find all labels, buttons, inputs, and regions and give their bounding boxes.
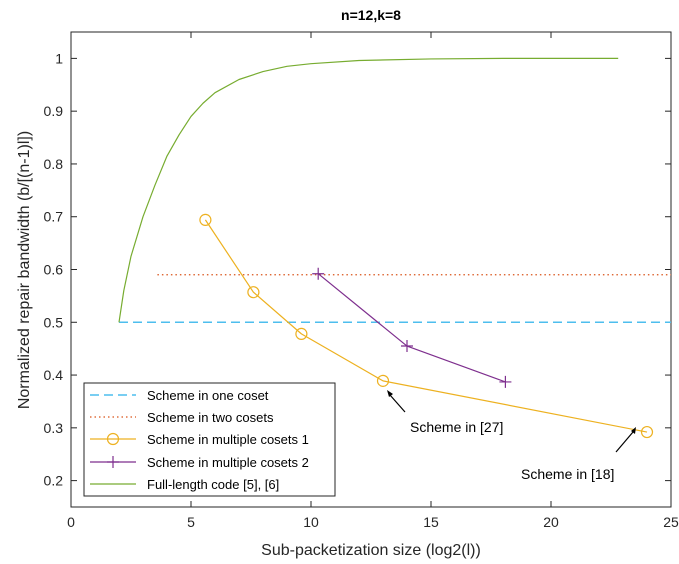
data-point-circle: [640, 425, 654, 439]
data-point-plus: [401, 340, 413, 353]
legend-item-full-length: Full-length code [5], [6]: [90, 477, 279, 492]
legend-label-multiple-cosets-2: Scheme in multiple cosets 2: [147, 455, 309, 470]
y-tick-label: 0.5: [44, 314, 64, 330]
legend-label-one-coset: Scheme in one coset: [147, 388, 269, 403]
y-axis-label: Normalized repair bandwidth (b/[(n-1)l]): [16, 131, 33, 409]
data-point-plus: [312, 267, 325, 280]
data-point-circle: [376, 374, 390, 387]
legend-item-two-cosets: Scheme in two cosets: [90, 410, 274, 425]
x-tick-label: 25: [663, 514, 679, 530]
x-axis-ticks: 0 5 10 15 20 25: [67, 32, 679, 530]
series-line-multiple-cosets-1: [204, 219, 648, 433]
y-axis-ticks: 0.2 0.3 0.4 0.5 0.6 0.7 0.8 0.9 1: [44, 50, 671, 489]
x-tick-label: 15: [423, 514, 439, 530]
legend-item-one-coset: Scheme in one coset: [90, 388, 269, 403]
annotation-scheme-27: Scheme in [27]: [387, 390, 503, 435]
data-point-plus: [499, 375, 512, 388]
legend-item-multiple-cosets-2: Scheme in multiple cosets 2: [90, 455, 309, 470]
series-line-full-length: [118, 57, 619, 323]
chart-title: n=12,k=8: [341, 7, 401, 23]
y-tick-label: 1: [55, 50, 63, 66]
y-tick-label: 0.2: [44, 473, 64, 489]
series-group: [118, 57, 671, 439]
annotation-label-27: Scheme in [27]: [410, 419, 503, 435]
x-tick-label: 5: [187, 514, 195, 530]
legend-label-multiple-cosets-1: Scheme in multiple cosets 1: [147, 432, 309, 447]
annotation-scheme-18: Scheme in [18]: [521, 427, 636, 482]
annotation-arrowhead-27: [387, 390, 393, 397]
annotation-arrow-27: [389, 394, 406, 413]
y-tick-label: 0.3: [44, 420, 64, 436]
annotation-arrow-18: [615, 431, 634, 453]
legend-marker-circle: [106, 432, 120, 446]
legend: Scheme in one coset Scheme in two cosets…: [83, 382, 336, 497]
y-tick-label: 0.4: [44, 367, 64, 383]
x-tick-label: 20: [543, 514, 559, 530]
y-tick-label: 0.9: [44, 103, 64, 119]
legend-marker-plus: [107, 456, 119, 468]
y-tick-label: 0.6: [44, 262, 64, 278]
annotation-arrowhead-18: [631, 427, 636, 434]
y-tick-label: 0.8: [44, 156, 64, 172]
x-tick-label: 0: [67, 514, 75, 530]
x-tick-label: 10: [303, 514, 319, 530]
x-axis-label: Sub-packetization size (log2(l)): [261, 542, 481, 559]
y-tick-label: 0.7: [44, 209, 64, 225]
legend-label-full-length: Full-length code [5], [6]: [147, 477, 279, 492]
annotation-label-18: Scheme in [18]: [521, 466, 614, 482]
legend-label-two-cosets: Scheme in two cosets: [147, 410, 274, 425]
legend-item-multiple-cosets-1: Scheme in multiple cosets 1: [90, 432, 309, 447]
data-point-circle: [295, 327, 308, 340]
data-point-circle: [247, 286, 260, 299]
data-point-circle: [199, 213, 212, 226]
